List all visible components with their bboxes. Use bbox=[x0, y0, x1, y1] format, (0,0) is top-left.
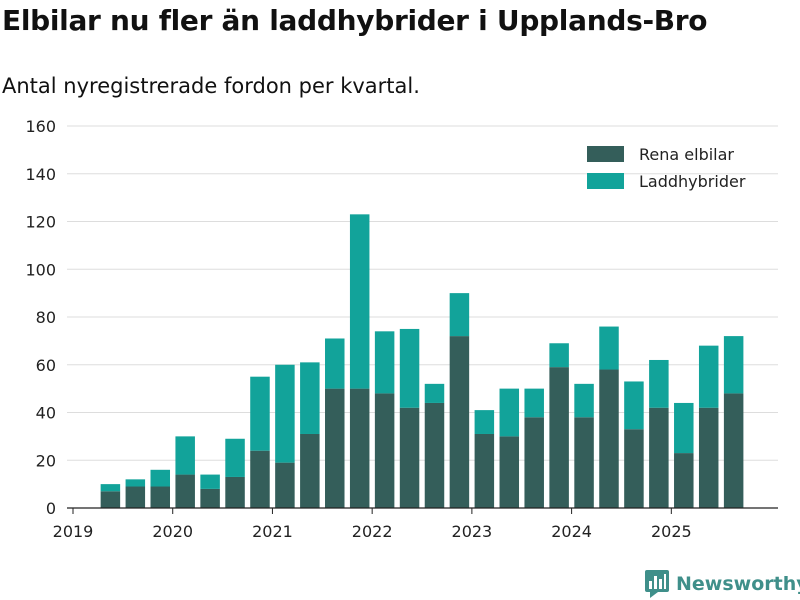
legend-swatch bbox=[587, 173, 624, 189]
legend-label: Laddhybrider bbox=[639, 172, 746, 191]
bar-laddhybrider bbox=[125, 479, 146, 487]
bar-laddhybrider bbox=[698, 345, 719, 408]
newsworthy-logo-icon bbox=[645, 570, 669, 598]
bar-rena-elbilar bbox=[225, 476, 245, 508]
bar-rena-elbilar bbox=[250, 450, 270, 508]
bar-rena-elbilar bbox=[574, 417, 594, 508]
legend-swatch bbox=[587, 146, 624, 162]
x-tick-label: 2023 bbox=[452, 522, 493, 541]
x-tick-label: 2021 bbox=[252, 522, 293, 541]
bar-rena-elbilar bbox=[175, 474, 195, 508]
y-tick-label: 160 bbox=[25, 117, 56, 136]
bar-rena-elbilar bbox=[125, 486, 146, 508]
y-tick-label: 120 bbox=[25, 213, 56, 232]
bar-laddhybrider bbox=[349, 214, 370, 389]
bar-rena-elbilar bbox=[349, 388, 370, 508]
bar-laddhybrider bbox=[150, 469, 171, 487]
y-tick-label: 80 bbox=[36, 308, 56, 327]
x-tick-label: 2020 bbox=[152, 522, 193, 541]
bar-laddhybrider bbox=[200, 474, 220, 489]
gridlines bbox=[67, 125, 778, 461]
brand-name: Newsworthy bbox=[676, 573, 800, 595]
bar-rena-elbilar bbox=[150, 486, 171, 508]
bar-laddhybrider bbox=[325, 338, 345, 389]
bar-laddhybrider bbox=[574, 383, 594, 418]
y-tick-label: 60 bbox=[36, 356, 56, 375]
bar-rena-elbilar bbox=[399, 407, 420, 508]
bar-laddhybrider bbox=[225, 438, 245, 477]
bar-laddhybrider bbox=[624, 381, 644, 430]
bar-rena-elbilar bbox=[374, 393, 395, 508]
x-axis: 2019 2020 2021 2022 2023 2024 2025 bbox=[53, 507, 778, 541]
bar-rena-elbilar bbox=[325, 388, 345, 508]
bars bbox=[100, 214, 744, 508]
bar-laddhybrider bbox=[399, 328, 420, 408]
bar-rena-elbilar bbox=[275, 462, 295, 508]
bar-laddhybrider bbox=[449, 293, 470, 337]
legend: Rena elbilar Laddhybrider bbox=[587, 145, 746, 191]
bar-rena-elbilar bbox=[300, 433, 320, 508]
bar-laddhybrider bbox=[524, 388, 544, 418]
y-tick-label: 140 bbox=[25, 165, 56, 184]
bar-laddhybrider bbox=[424, 383, 445, 403]
bar-laddhybrider bbox=[549, 343, 569, 368]
chart-subtitle: Antal nyregistrerade fordon per kvartal. bbox=[2, 74, 420, 98]
bar-rena-elbilar bbox=[449, 336, 470, 508]
bar-laddhybrider bbox=[723, 336, 744, 394]
bar-laddhybrider bbox=[250, 376, 270, 451]
bar-rena-elbilar bbox=[649, 407, 669, 508]
bar-laddhybrider bbox=[300, 362, 320, 434]
bar-rena-elbilar bbox=[723, 393, 744, 508]
bar-laddhybrider bbox=[499, 388, 520, 437]
bar-laddhybrider bbox=[674, 402, 694, 454]
bar-rena-elbilar bbox=[599, 369, 619, 508]
bar-rena-elbilar bbox=[100, 491, 121, 508]
bar-laddhybrider bbox=[474, 410, 495, 434]
bar-rena-elbilar bbox=[624, 429, 644, 508]
bar-rena-elbilar bbox=[698, 407, 719, 508]
y-tick-label: 40 bbox=[36, 404, 56, 423]
y-axis-ticks: 0 20 40 60 80 100 120 140 160 bbox=[25, 117, 56, 518]
chart-title: Elbilar nu fler än laddhybrider i Upplan… bbox=[2, 4, 708, 37]
bar-rena-elbilar bbox=[674, 453, 694, 508]
bar-laddhybrider bbox=[175, 436, 195, 475]
bar-rena-elbilar bbox=[200, 488, 220, 508]
y-tick-label: 20 bbox=[36, 451, 56, 470]
bar-laddhybrider bbox=[649, 359, 669, 408]
bar-laddhybrider bbox=[100, 484, 121, 492]
bar-rena-elbilar bbox=[424, 402, 445, 508]
bar-rena-elbilar bbox=[474, 433, 495, 508]
bar-rena-elbilar bbox=[549, 367, 569, 508]
legend-label: Rena elbilar bbox=[639, 145, 734, 164]
brand-logo: Newsworthy bbox=[645, 568, 800, 600]
x-tick-label: 2025 bbox=[651, 522, 692, 541]
x-tick-label: 2022 bbox=[352, 522, 393, 541]
bar-laddhybrider bbox=[275, 364, 295, 463]
x-tick-label: 2019 bbox=[53, 522, 94, 541]
bar-laddhybrider bbox=[599, 326, 619, 370]
x-tick-label: 2024 bbox=[551, 522, 592, 541]
y-tick-label: 100 bbox=[25, 260, 56, 279]
y-tick-label: 0 bbox=[46, 499, 56, 518]
bar-rena-elbilar bbox=[524, 417, 544, 508]
bar-rena-elbilar bbox=[499, 436, 520, 508]
bar-laddhybrider bbox=[374, 331, 395, 394]
